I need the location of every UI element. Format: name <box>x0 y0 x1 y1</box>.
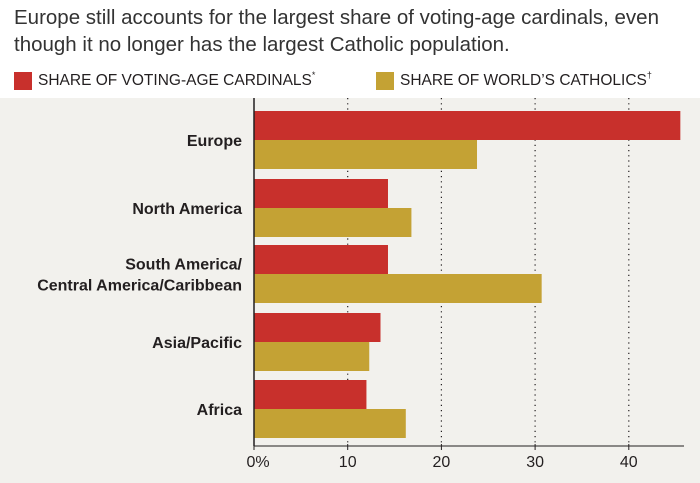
legend-mark-dagger: † <box>646 70 652 80</box>
tick-labels: 0% 10 20 30 40 <box>246 454 637 471</box>
category-label: Asia/Pacific <box>152 335 242 352</box>
tick-label: 40 <box>620 454 638 471</box>
bar-cardinals <box>254 380 367 409</box>
bar-catholics <box>254 342 370 371</box>
legend-swatch-cardinals <box>14 72 32 90</box>
category-label: South America/ <box>125 257 242 274</box>
bar-catholics <box>254 274 542 303</box>
category-label: Africa <box>197 402 242 419</box>
bar-cardinals <box>254 179 388 208</box>
bar-catholics <box>254 409 406 438</box>
bar-cardinals <box>254 313 381 342</box>
tick-label: 0% <box>246 454 269 471</box>
bar-catholics <box>254 140 478 169</box>
bars <box>254 111 681 438</box>
legend-label-catholics: SHARE OF WORLD’S CATHOLICS† <box>400 70 652 89</box>
legend-mark-asterisk: * <box>311 70 316 80</box>
bar-cardinals <box>254 111 681 140</box>
axis <box>253 98 684 450</box>
category-label: North America <box>132 201 242 218</box>
chart-title: Europe still accounts for the largest sh… <box>14 6 659 56</box>
category-label: Central America/Caribbean <box>37 278 242 295</box>
tick-label: 10 <box>339 454 357 471</box>
legend-swatch-catholics <box>376 72 394 90</box>
bar-catholics <box>254 208 412 237</box>
legend-label-cardinals: SHARE OF VOTING-AGE CARDINALS* <box>38 70 316 89</box>
bar-cardinals <box>254 245 388 274</box>
tick-label: 20 <box>433 454 451 471</box>
category-label: Europe <box>187 133 242 150</box>
tick-label: 30 <box>526 454 544 471</box>
category-labels: Europe North America South America/Central… <box>37 133 242 419</box>
